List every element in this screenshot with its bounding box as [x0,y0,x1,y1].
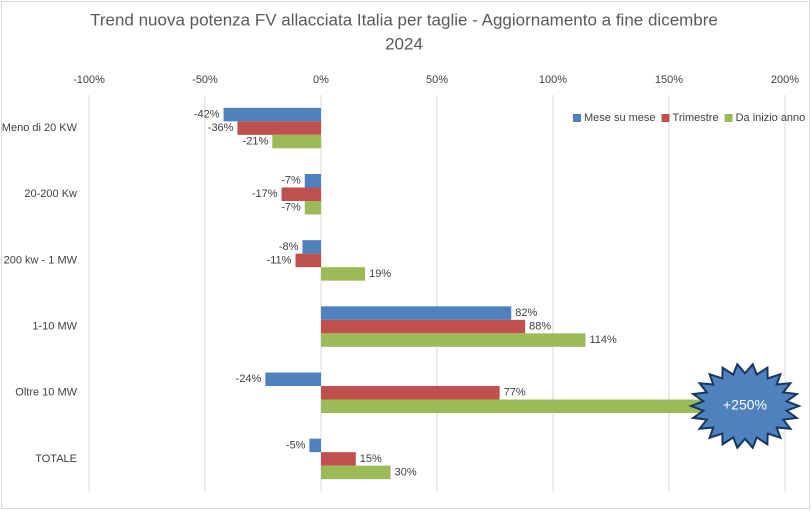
bar [321,386,500,400]
y-tick-label: TOTALE [35,453,77,465]
legend-swatch [661,114,670,122]
grid [88,95,786,492]
bar [281,187,321,201]
legend-label: Mese su mese [584,112,656,124]
value-label: 88% [529,320,551,332]
bar [321,452,356,466]
value-label: 30% [395,466,417,478]
value-label: -11% [267,254,292,266]
bars [223,107,785,480]
legend-swatch [724,114,733,122]
y-tick-label: 200 kw - 1 MW [4,254,78,266]
bar [304,201,321,215]
starburst [688,362,802,450]
value-label: 114% [589,334,617,346]
bar [321,306,512,320]
bar [272,134,321,149]
value-label: -21% [243,135,269,147]
bar [304,174,321,188]
y-tick-label: Oltre 10 MW [15,387,77,399]
bar [321,465,391,480]
x-tick-label: 100% [539,74,567,86]
value-label: -5% [286,439,306,451]
annotation-text: +250% [723,397,767,413]
bar [223,107,321,122]
value-label: -7% [281,175,301,187]
value-label: -42% [194,108,220,120]
annotation: +250% [688,362,802,450]
legend-label: Da inizio anno [736,112,806,124]
value-label: 15% [360,453,382,465]
labels: -100% -50% 0% 50% 100% 150% 200% Meno di 20 KW -… [2,74,799,478]
x-tick-label: -50% [192,74,218,86]
bar [309,438,321,453]
chart-title: Trend nuova potenza FV allacciata Italia… [90,10,718,29]
value-label: -17% [252,188,278,200]
bar [302,240,321,254]
x-tick-label: 150% [655,74,683,86]
value-label: 77% [504,387,526,399]
y-tick-label: Meno di 20 KW [2,122,78,134]
legend-swatch [573,114,581,122]
value-label: -36% [208,122,234,134]
bar [237,121,321,135]
value-label: 19% [369,268,391,280]
value-label: 82% [515,307,537,319]
bar [321,399,785,413]
y-tick-label: 20-200 Kw [24,188,77,200]
y-tick-label: 1-10 MW [32,320,77,332]
value-label: -7% [281,202,301,214]
x-tick-label: 50% [426,74,448,86]
bar [321,267,366,281]
x-tick-label: 200% [771,74,799,86]
bar [265,372,321,386]
bar [321,333,586,347]
x-tick-label: -100% [73,74,105,86]
value-label: -8% [279,241,299,253]
chart-title: 2024 [385,34,423,53]
legend: Mese su mese Trimestre Da inizio anno [573,112,805,124]
value-label: -24% [236,373,262,385]
bar [321,319,526,334]
x-tick-label: 0% [313,74,329,86]
bar [295,253,321,268]
legend-label: Trimestre [673,112,719,124]
